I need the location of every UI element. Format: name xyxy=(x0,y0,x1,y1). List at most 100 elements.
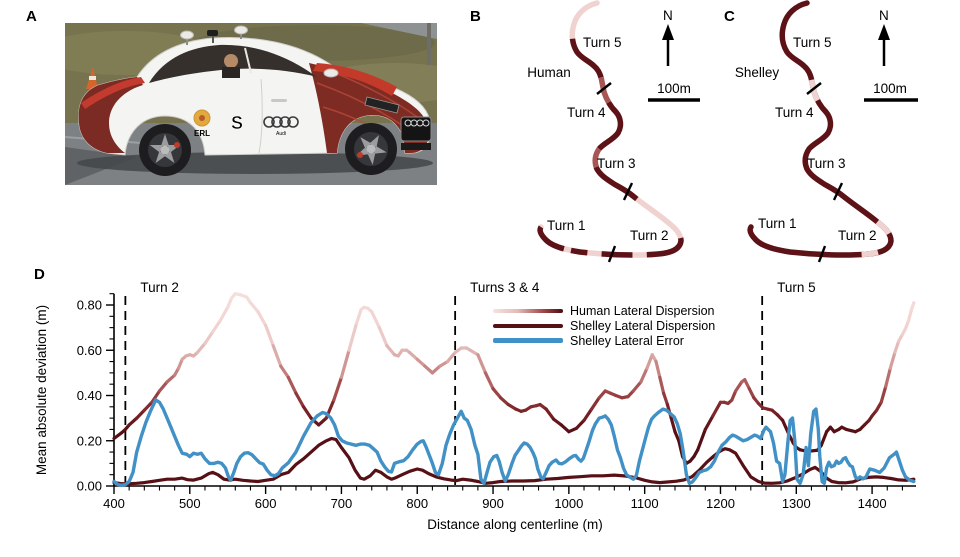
series-shelley-dispersion xyxy=(112,436,916,486)
x-tick-label: 500 xyxy=(179,496,201,511)
y-tick-label: 0.00 xyxy=(77,479,102,494)
driver-head xyxy=(224,54,238,68)
x-tick-label: 800 xyxy=(406,496,428,511)
series-human-dispersion xyxy=(385,344,397,357)
scale-label: 100m xyxy=(873,81,907,96)
erl-badge-center xyxy=(199,115,205,121)
series-human-dispersion xyxy=(176,357,184,370)
rear-wheel xyxy=(139,124,191,176)
series-human-dispersion xyxy=(127,416,139,427)
series-human-dispersion xyxy=(590,396,601,411)
series-human-dispersion xyxy=(734,380,744,393)
human-dispersion-swatch-icon xyxy=(493,308,563,313)
roof-camera xyxy=(207,30,218,36)
series-human-dispersion xyxy=(631,380,643,393)
north-arrowhead-icon xyxy=(662,24,674,40)
y-axis-title: Mean absolute deviation (m) xyxy=(34,305,49,475)
series-human-dispersion xyxy=(430,364,442,375)
series-human-dispersion xyxy=(574,418,586,430)
lower-intake xyxy=(401,143,431,150)
series-human-dispersion xyxy=(544,407,556,421)
series-human-dispersion xyxy=(248,301,260,314)
track-segment-dark xyxy=(537,0,684,258)
x-tick-label: 1400 xyxy=(858,496,887,511)
series-human-dispersion xyxy=(150,389,162,404)
series-human-dispersion xyxy=(662,391,670,407)
legend-row-shelley-error: Shelley Lateral Error xyxy=(493,333,715,348)
track-map-human: Human Turn 5 Turn 4 Turn 3 Turn 1 Turn 2… xyxy=(527,0,700,263)
shelley-dispersion-swatch-icon xyxy=(493,323,563,328)
turn2-label: Turn 2 xyxy=(630,228,669,243)
turn3-label: Turn 3 xyxy=(597,156,636,171)
series-human-dispersion xyxy=(301,405,313,420)
series-human-dispersion xyxy=(210,319,222,334)
stanford-s-logo: S xyxy=(231,113,243,133)
series-human-dispersion xyxy=(256,310,268,327)
series-human-dispersion xyxy=(888,350,897,370)
panel-d-label: D xyxy=(34,266,45,283)
shelley-error-swatch-icon xyxy=(493,338,563,343)
track-paint-shelley xyxy=(747,0,894,258)
series-human-dispersion xyxy=(906,307,914,323)
car-front-wrap xyxy=(309,63,429,153)
series-human-dispersion xyxy=(445,350,457,364)
crossmark xyxy=(832,182,844,201)
panel-b-label: B xyxy=(470,8,481,25)
series-human-dispersion xyxy=(317,416,328,427)
map-name-label: Human xyxy=(527,65,571,80)
series-human-dispersion xyxy=(645,353,654,370)
axes-layer: 0.00 0.20 0.40 0.60 0.80 400 500 600 700 800 900 10… xyxy=(77,293,916,511)
y-tick-label: 0.80 xyxy=(77,298,102,313)
gps-antenna xyxy=(234,25,248,35)
turn-marker-label: Turns 3 & 4 xyxy=(470,280,540,295)
side-mirror xyxy=(323,68,339,78)
series-human-dispersion xyxy=(286,375,298,395)
series-human-dispersion xyxy=(582,407,594,422)
series-human-dispersion xyxy=(884,366,892,389)
turn-marker-label: Turn 5 xyxy=(777,280,816,295)
series-human-dispersion xyxy=(203,330,215,346)
series-human-dispersion xyxy=(264,323,275,348)
audi-label: Audi xyxy=(276,131,286,137)
series-human-dispersion xyxy=(879,384,888,404)
crossmark xyxy=(806,82,822,95)
driver-body xyxy=(222,67,240,78)
series-human-dispersion xyxy=(747,387,756,400)
series-human-dispersion xyxy=(639,366,649,384)
track-paint-human xyxy=(537,0,684,258)
window-pillar xyxy=(244,47,252,74)
x-tick-label: 700 xyxy=(331,496,353,511)
series-human-dispersion xyxy=(195,341,207,355)
north-label: N xyxy=(663,8,673,23)
series-human-dispersion xyxy=(499,396,510,407)
series-human-dispersion xyxy=(423,364,435,375)
series-human-dispersion xyxy=(279,364,290,380)
y-tick-label: 0.20 xyxy=(77,433,102,448)
x-axis-title: Distance along centerline (m) xyxy=(427,517,603,532)
grille-audi-rings xyxy=(404,119,430,127)
series-human-dispersion xyxy=(218,305,230,323)
series-human-dispersion xyxy=(294,391,306,409)
north-label: N xyxy=(879,8,889,23)
series-human-dispersion xyxy=(157,380,169,393)
series-human-dispersion xyxy=(711,400,723,418)
series-human-dispersion xyxy=(370,310,381,330)
turn5-label: Turn 5 xyxy=(793,35,832,50)
series-human-dispersion xyxy=(673,430,681,443)
series-human-dispersion xyxy=(347,321,359,352)
turn-marker-label: Turn 2 xyxy=(140,280,179,295)
series-human-dispersion xyxy=(491,387,503,400)
legend-label: Shelley Lateral Dispersion xyxy=(570,318,716,333)
audi-rings-door-icon xyxy=(263,116,299,128)
turn1-label: Turn 1 xyxy=(547,218,586,233)
series-human-dispersion xyxy=(743,378,751,391)
series-layer xyxy=(112,292,916,487)
door-handle xyxy=(271,99,287,102)
series-human-dispersion xyxy=(893,339,901,355)
panel-c-label: C xyxy=(724,8,735,25)
turn3-label: Turn 3 xyxy=(807,156,846,171)
series-human-dispersion xyxy=(226,296,234,309)
series-human-dispersion xyxy=(730,389,738,402)
car-photo: ERL S Audi xyxy=(65,23,437,185)
